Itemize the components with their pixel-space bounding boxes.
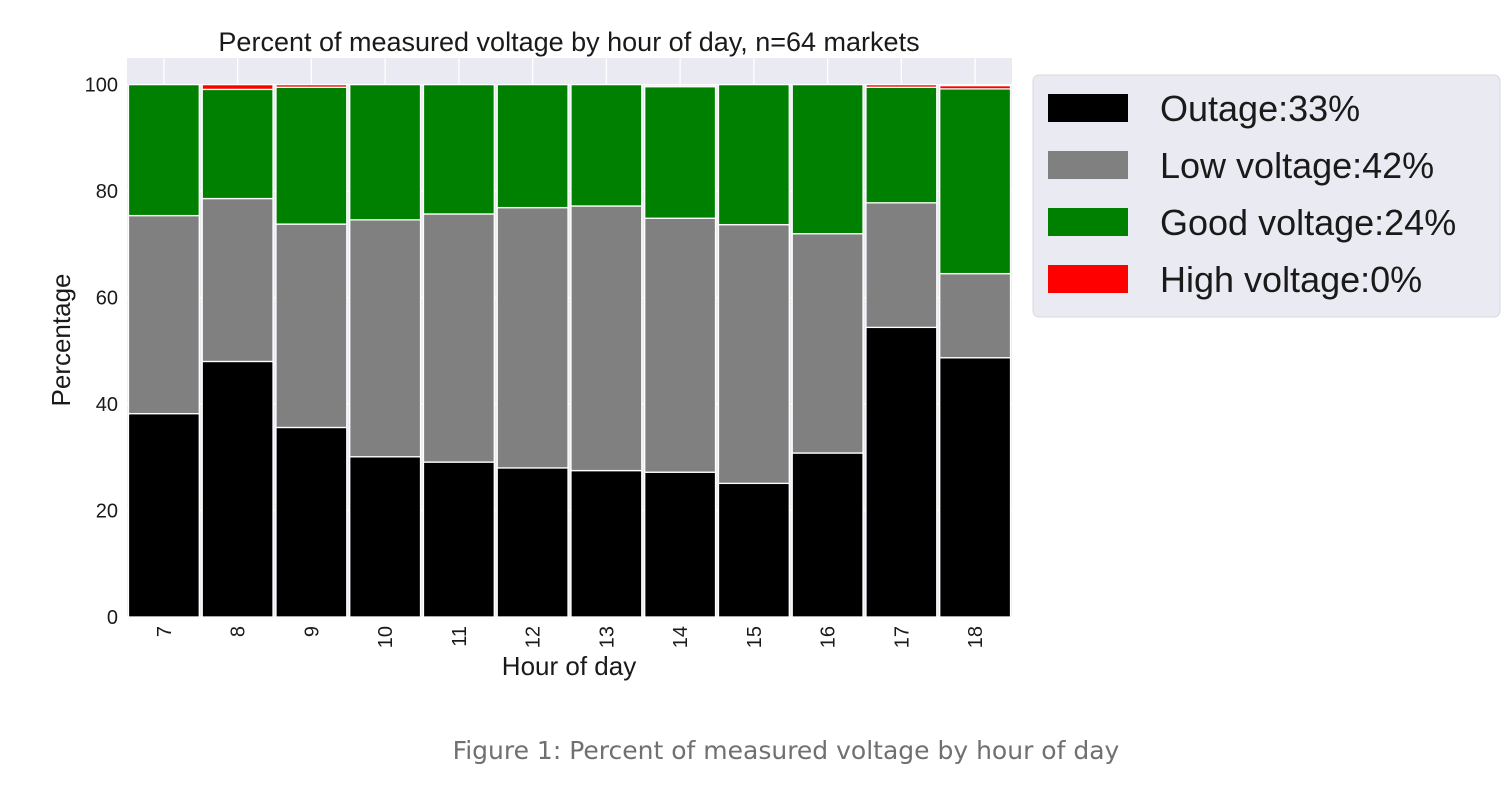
legend: Outage:33% Low voltage:42% Good voltage:24… [1032,74,1501,318]
bar-segment [939,357,1012,618]
bar-segment [275,83,348,88]
bar-segment [644,86,717,219]
bar-segment [201,83,274,91]
bar-segment [422,213,495,463]
bar-segment [275,223,348,429]
legend-label: High voltage:0% [1160,259,1422,300]
bar-segment [865,202,938,329]
bar-segment [865,86,938,204]
bar-segment [201,88,274,200]
bar-segment [349,83,422,221]
chart-title: Percent of measured voltage by hour of d… [218,27,919,57]
bar-segment [201,197,274,363]
y-tick-label: 60 [96,288,118,310]
bar-segment [717,223,790,485]
bar-segment [644,217,717,473]
stacked-bar-chart: 0 20 40 60 80 100 7 8 9 10 11 12 13 14 15 16 17 18 Perce… [46,27,1501,681]
legend-label: Low voltage:42% [1160,145,1434,186]
legend-swatch [1048,208,1128,236]
y-axis-label: Percentage [46,274,76,407]
y-tick-label: 0 [107,607,118,629]
x-tick-label: 7 [154,626,176,637]
bar-segment [865,326,938,618]
legend-swatch [1048,94,1128,122]
x-axis-label: Hour of day [502,651,636,681]
y-tick-label: 80 [96,181,118,203]
bar-segment [275,86,348,225]
y-tick-label: 40 [96,394,118,416]
plot-area [127,58,1012,617]
y-tick-label: 100 [85,75,118,97]
bar-segment [570,469,643,618]
legend-box [1032,74,1501,318]
bar-segment [939,85,1012,90]
bar-segment [791,83,864,235]
bar-segment [127,412,200,618]
x-tick-label: 12 [523,626,545,648]
legend-swatch [1048,265,1128,293]
x-tick-label: 9 [301,626,323,637]
bar-segment [422,83,495,215]
bar-segment [422,461,495,618]
x-tick-label: 14 [670,626,692,648]
bar-segment [570,205,643,472]
figure-caption: Figure 1: Percent of measured voltage by… [452,736,1120,765]
bar-segment [865,83,938,88]
bar-segment [496,83,569,209]
bar-segment [644,471,717,618]
bar-segment [717,83,790,226]
bar-segment [717,482,790,618]
bar-segment [275,426,348,618]
bar-segment [496,467,569,618]
legend-swatch [1048,151,1128,179]
y-tick-label: 20 [96,501,118,523]
bar-segment [791,452,864,618]
y-tick-labels: 0 20 40 60 80 100 [85,75,118,629]
legend-label: Outage:33% [1160,88,1360,129]
x-tick-label: 18 [965,626,987,648]
x-tick-label: 8 [228,626,250,637]
bar-segment [349,219,422,458]
bar-segment [939,272,1012,359]
bar-segment [570,83,643,207]
bar-segment [349,456,422,618]
x-tick-label: 10 [375,626,397,648]
bar-segment [496,206,569,469]
x-tick-label: 16 [818,626,840,648]
bar-segment [201,360,274,618]
bar-segment [939,88,1012,275]
x-tick-label: 17 [891,626,913,648]
legend-label: Good voltage:24% [1160,202,1456,243]
x-tick-label: 13 [596,626,618,648]
x-tick-label: 11 [449,626,471,647]
bar-segment [127,83,200,217]
bar-segment [127,214,200,415]
bar-segment [791,233,864,454]
bars [127,83,1012,618]
x-tick-labels: 7 8 9 10 11 12 13 14 15 16 17 18 [154,626,987,648]
x-tick-label: 15 [744,626,766,648]
